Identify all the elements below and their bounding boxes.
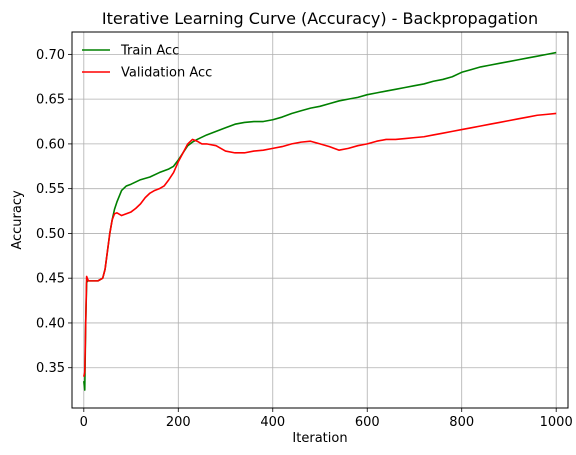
y-tick-label: 0.60 bbox=[36, 137, 65, 152]
y-axis-label: Accuracy bbox=[10, 190, 25, 250]
y-tick-label: 0.50 bbox=[36, 227, 65, 242]
x-tick-label: 0 bbox=[80, 415, 88, 430]
y-tick-label: 0.70 bbox=[36, 48, 65, 63]
y-tick-label: 0.55 bbox=[36, 182, 65, 197]
validation-acc-line bbox=[83, 112, 557, 377]
x-axis-label: Iteration bbox=[292, 431, 347, 446]
x-tick-label: 200 bbox=[166, 415, 191, 430]
grid-lines bbox=[72, 32, 568, 408]
legend: Train Acc Validation Acc bbox=[82, 44, 212, 81]
chart-title: Iterative Learning Curve (Accuracy) - Ba… bbox=[102, 9, 538, 28]
series-lines bbox=[83, 51, 557, 391]
y-tick-label: 0.45 bbox=[36, 272, 65, 287]
x-tick-label: 800 bbox=[449, 415, 474, 430]
y-tick-label: 0.65 bbox=[36, 93, 65, 108]
plot-frame bbox=[71, 31, 569, 409]
y-tick-label: 0.35 bbox=[36, 361, 65, 376]
legend-label-train-acc: Train Acc bbox=[120, 44, 179, 59]
x-tick-label: 400 bbox=[260, 415, 285, 430]
x-tick-label: 600 bbox=[355, 415, 380, 430]
y-tick-label: 0.40 bbox=[36, 316, 65, 331]
legend-label-validation-acc: Validation Acc bbox=[121, 66, 212, 81]
axis-ticks: 0 200 400 600 800 1000 0.35 0.40 0.45 0.50 0.55 0.6… bbox=[36, 48, 573, 430]
x-tick-label: 1000 bbox=[540, 415, 573, 430]
